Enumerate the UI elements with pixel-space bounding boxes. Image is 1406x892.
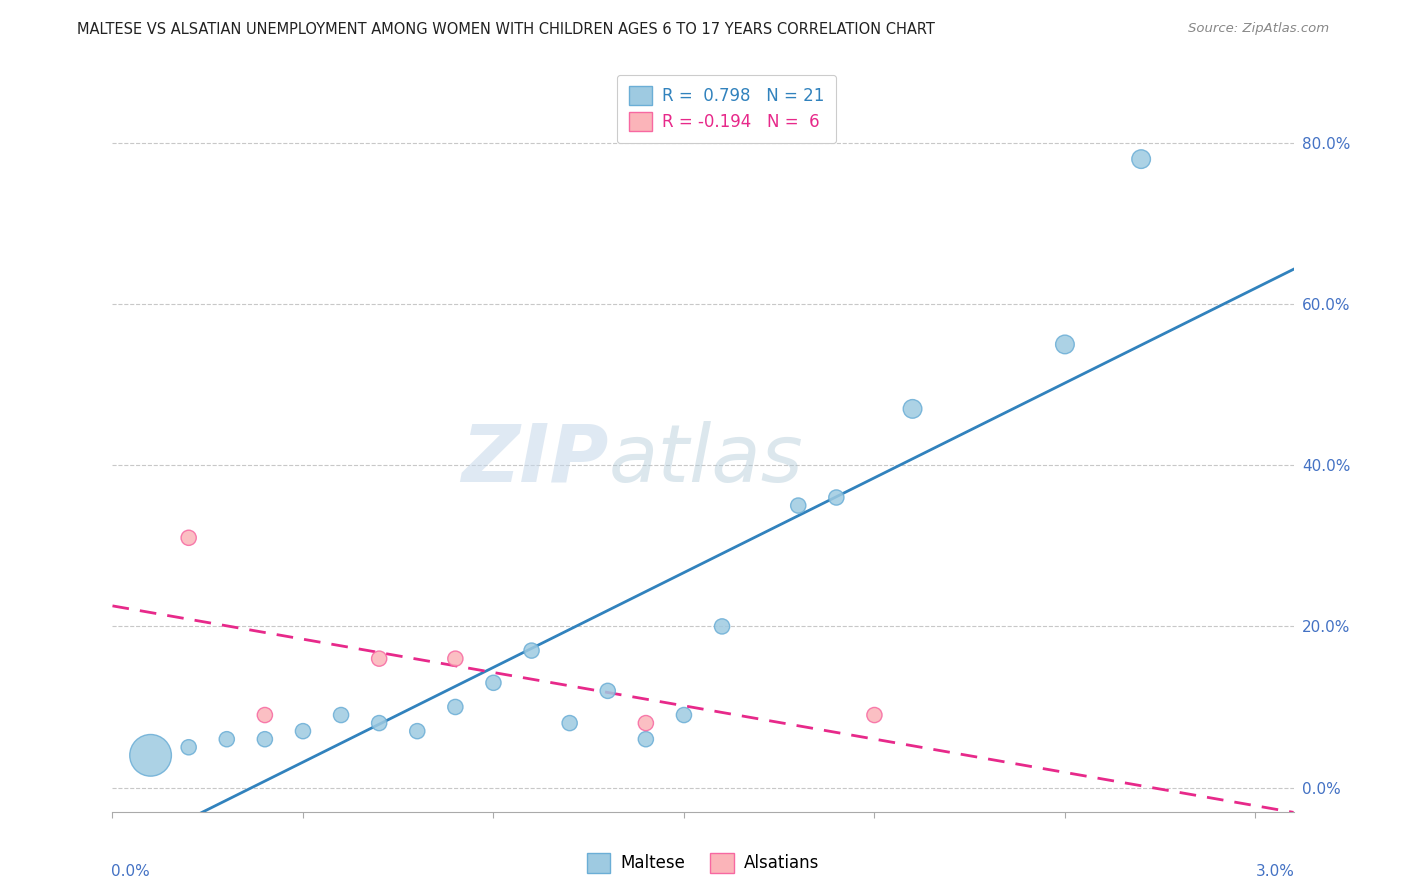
Point xyxy=(406,724,429,739)
Point xyxy=(1130,152,1153,166)
Point xyxy=(711,619,734,633)
Text: MALTESE VS ALSATIAN UNEMPLOYMENT AMONG WOMEN WITH CHILDREN AGES 6 TO 17 YEARS CO: MALTESE VS ALSATIAN UNEMPLOYMENT AMONG W… xyxy=(77,22,935,37)
Point xyxy=(330,708,353,723)
Legend: Maltese, Alsatians: Maltese, Alsatians xyxy=(581,847,825,880)
Point xyxy=(482,675,505,690)
Point xyxy=(634,716,657,731)
Point xyxy=(863,708,886,723)
Point xyxy=(444,651,467,665)
Point xyxy=(596,684,619,698)
Point xyxy=(1053,337,1076,351)
Text: ZIP: ZIP xyxy=(461,420,609,499)
Point xyxy=(253,708,276,723)
Point xyxy=(177,740,200,755)
Point xyxy=(558,716,581,731)
Text: Source: ZipAtlas.com: Source: ZipAtlas.com xyxy=(1188,22,1329,36)
Point xyxy=(368,651,391,665)
Point xyxy=(520,643,543,657)
Point xyxy=(215,732,238,747)
Point xyxy=(291,724,314,739)
Point xyxy=(787,499,810,513)
Point xyxy=(368,716,391,731)
Point xyxy=(634,732,657,747)
Point xyxy=(825,491,848,505)
Text: 0.0%: 0.0% xyxy=(111,864,150,880)
Point xyxy=(444,700,467,714)
Text: 3.0%: 3.0% xyxy=(1256,864,1295,880)
Text: atlas: atlas xyxy=(609,420,803,499)
Point xyxy=(901,401,924,416)
Point xyxy=(177,531,200,545)
Point xyxy=(253,732,276,747)
Legend: R =  0.798   N = 21, R = -0.194   N =  6: R = 0.798 N = 21, R = -0.194 N = 6 xyxy=(617,75,837,143)
Point xyxy=(139,748,162,763)
Point xyxy=(672,708,695,723)
